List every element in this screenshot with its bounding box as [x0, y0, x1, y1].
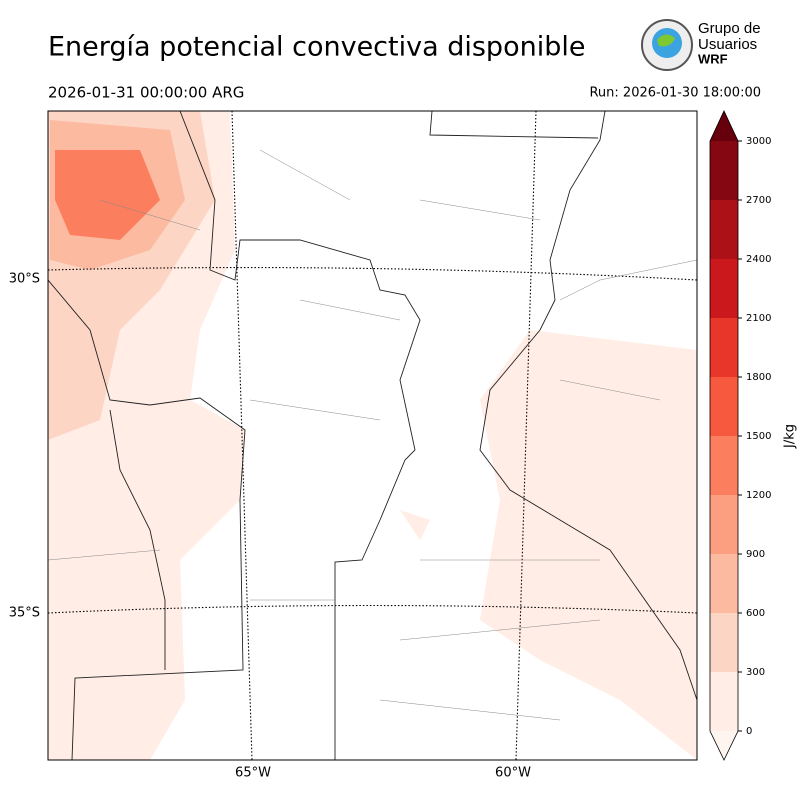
colorbar-tick-label: 3000	[746, 136, 771, 147]
colorbar-tick-label: 600	[746, 608, 765, 619]
map: 30°S 35°S 65°W 60°W	[9, 110, 698, 781]
lat-label: 30°S	[9, 272, 40, 287]
colorbar-tick-label: 1200	[746, 490, 771, 501]
logo-text: Usuarios	[698, 36, 757, 53]
colorbar-segment	[710, 141, 738, 200]
lat-label: 35°S	[9, 606, 40, 621]
lon-label: 65°W	[235, 766, 271, 781]
title: Energía potencial convectiva disponible	[48, 32, 585, 63]
run-time: Run: 2026-01-30 18:00:00	[589, 86, 761, 101]
colorbar: J/kg 0 300 600 900 1200 1500 1800 2100 2400 2700 3…	[709, 110, 798, 761]
colorbar-tick-label: 0	[746, 726, 752, 737]
colorbar-tick-label: 1500	[746, 431, 771, 442]
colorbar-segment	[710, 436, 738, 495]
colorbar-tick-label: 2400	[746, 254, 771, 265]
colorbar-tick-label: 1800	[746, 372, 771, 383]
logo: Grupo de Usuarios WRF	[641, 19, 761, 71]
colorbar-segment	[710, 672, 738, 731]
colorbar-label: J/kg	[783, 424, 798, 449]
lon-label: 60°W	[495, 766, 531, 781]
colorbar-segment	[710, 200, 738, 259]
logo-text: Grupo de	[698, 20, 761, 37]
colorbar-segment	[710, 554, 738, 613]
colorbar-tick-label: 300	[746, 667, 765, 678]
colorbar-tick-label: 2100	[746, 313, 771, 324]
valid-time: 2026-01-31 00:00:00 ARG	[48, 84, 244, 102]
colorbar-segment	[710, 613, 738, 672]
colorbar-segment	[710, 318, 738, 377]
colorbar-segment	[710, 377, 738, 436]
colorbar-segment	[710, 495, 738, 554]
colorbar-segment	[710, 259, 738, 318]
colorbar-extend	[710, 111, 738, 141]
colorbar-tick-label: 2700	[746, 195, 771, 206]
logo-text: WRF	[698, 51, 728, 66]
colorbar-extend	[710, 731, 738, 760]
colorbar-tick-label: 900	[746, 549, 765, 560]
